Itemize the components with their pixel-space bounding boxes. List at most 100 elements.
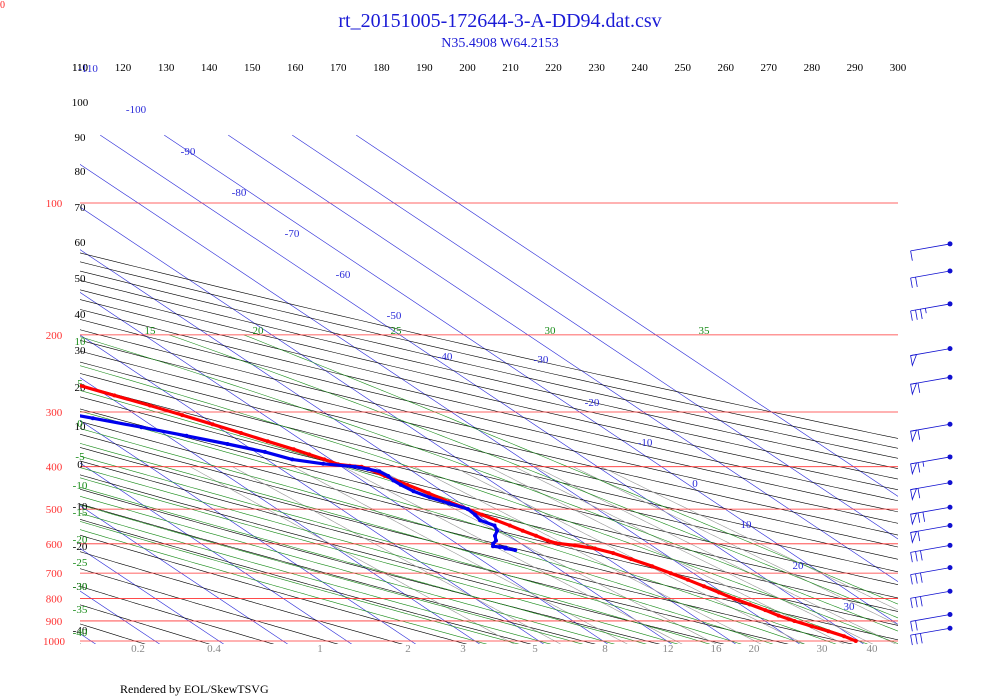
wind-barb-feather [917, 462, 921, 473]
temperature-point [629, 557, 634, 562]
moist-adiabat-line [80, 455, 742, 644]
theta-tick-label: 230 [588, 62, 605, 74]
temperature-trace [80, 383, 857, 643]
wind-barb-feather [910, 310, 913, 321]
dewpoint-point [447, 501, 451, 506]
moist-adiabat-line [80, 477, 679, 644]
temperature-point [650, 564, 655, 569]
wind-barb-feather [915, 277, 918, 288]
dewpoint-point [225, 442, 230, 446]
dry-adiabat-line [80, 309, 898, 502]
temperature-point [731, 596, 736, 601]
isotherm-label: 0 [692, 478, 698, 490]
wind-barb-flag [910, 530, 918, 544]
dewpoint-point [377, 469, 382, 474]
moist-left-label: -15 [73, 507, 88, 519]
temperature-point [611, 551, 616, 556]
wind-barb-feather [917, 382, 921, 393]
dewpoint-point [427, 495, 432, 500]
mixing-ratio-line [600, 466, 898, 611]
dry-adiabat-line [80, 488, 661, 644]
dewpoint-point [497, 545, 502, 549]
mixing-ratio-line [414, 466, 762, 644]
wind-barb-staff [910, 456, 951, 465]
dry-adiabat-line [80, 519, 532, 644]
dewpoint-point [262, 449, 267, 454]
temperature-point [37, 372, 41, 376]
wind-barb [910, 625, 953, 646]
dewpoint-point [391, 478, 396, 483]
moist-adiabat-label: 30 [545, 325, 557, 337]
dewpoint-point [491, 541, 496, 546]
isotherm-label: -40 [438, 351, 453, 363]
theta-left-label: 70 [75, 202, 87, 214]
dry-adiabat-line [80, 339, 898, 536]
dewpoint-point [503, 545, 508, 550]
theta-tick-label: 290 [847, 62, 864, 74]
dry-adiabat-line [80, 408, 898, 612]
credit-text: Rendered by EOL/SkewTSVG [120, 682, 269, 696]
chart-title: rt_20151005-172644-3-A-DD94.dat.csv [338, 10, 662, 32]
moist-adiabat-line [80, 512, 552, 644]
dry-adiabat-line [80, 623, 146, 644]
moist-left-label: 5 [77, 378, 83, 390]
temperature-point [717, 590, 722, 595]
temperature-point [307, 452, 312, 457]
dewpoint-point [38, 407, 42, 411]
isotherm-label: -10 [638, 437, 653, 449]
dewpoint-point [465, 507, 470, 512]
wind-barb-feather [915, 634, 918, 645]
dry-adiabat-line [80, 350, 898, 548]
wind-barb-feather [917, 429, 921, 440]
mixing-ratio-label: 20 [749, 643, 761, 655]
temperature-point [572, 543, 577, 548]
isotherm-label: -90 [181, 146, 196, 158]
theta-left-label: 20 [75, 382, 87, 394]
wind-barb [910, 504, 953, 526]
theta-left-label: -10 [73, 501, 88, 513]
mixing-ratio-label: 0.4 [207, 643, 221, 655]
theta-tick-label: 150 [244, 62, 261, 74]
theta-tick-label: 160 [287, 62, 304, 74]
temperature-point [534, 533, 538, 538]
mixing-ratio-label: 0.2 [131, 643, 145, 655]
wind-barb-staff [910, 423, 951, 432]
isotherm-label: -50 [387, 310, 402, 322]
dry-adiabat-line [80, 503, 596, 644]
dry-adiabat-line [80, 270, 898, 459]
theta-tick-label: 190 [416, 62, 433, 74]
moist-left-label: -5 [75, 451, 85, 463]
isotherm-label: -80 [232, 187, 247, 199]
dry-adiabat-line [80, 460, 789, 644]
mixing-ratio-line [342, 466, 683, 644]
dewpoint-point [321, 461, 326, 466]
wind-barb-staff [910, 303, 951, 312]
wind-barb-feather [910, 277, 913, 288]
wind-barb [910, 268, 953, 288]
theta-tick-label: 250 [674, 62, 691, 74]
temperature-point [685, 577, 690, 582]
mixing-ratio-line [293, 466, 628, 644]
temperature-point [148, 403, 152, 408]
mixing-ratio-line [189, 466, 515, 644]
theta-tick-label: 260 [718, 62, 735, 74]
wind-barb [910, 480, 953, 501]
isotherm-label: 10 [741, 519, 753, 531]
isotherm-label: 30 [844, 601, 856, 613]
moist-left-label: -40 [73, 627, 88, 639]
theta-left-label: 60 [75, 237, 87, 249]
moist-adiabat-line [80, 365, 898, 644]
temperature-point [291, 447, 296, 452]
isobar-label: 500 [46, 504, 63, 516]
dry-adiabat-line [80, 474, 725, 644]
wind-barb-staff [910, 627, 951, 636]
isobar-label: 600 [46, 539, 63, 551]
wind-barb-staff [910, 243, 951, 252]
isotherm-line [80, 590, 161, 644]
moist-left-label: -30 [73, 581, 88, 593]
temperature-point [668, 571, 673, 576]
isotherm-line [80, 547, 225, 644]
theta-tick-label: 110 [72, 62, 89, 74]
dry-adiabat-line [80, 319, 898, 513]
mixing-ratio-label: 3 [460, 643, 466, 655]
